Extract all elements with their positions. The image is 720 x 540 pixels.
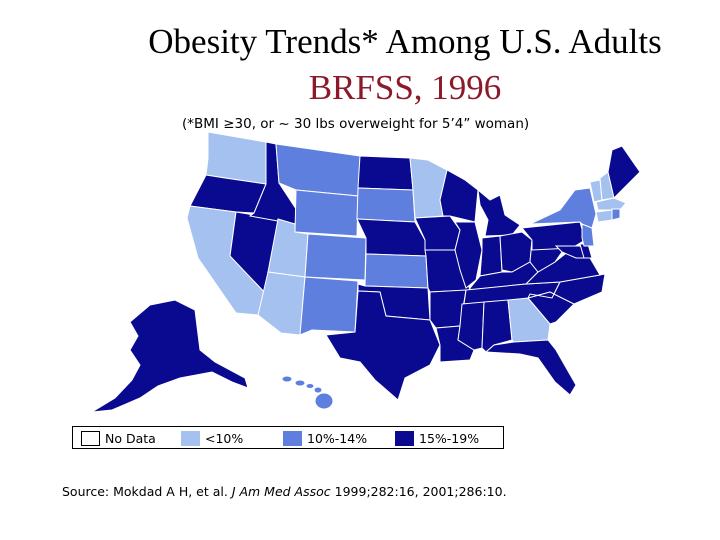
state-CT bbox=[595, 209, 613, 223]
map-legend: No Data <10% 10%-14% 15%-19% bbox=[72, 426, 504, 449]
state-IL bbox=[454, 221, 483, 289]
state-MT bbox=[275, 143, 361, 197]
state-ND bbox=[357, 155, 414, 191]
state-HI bbox=[281, 375, 334, 410]
state-MI bbox=[477, 188, 521, 237]
legend-label-15-19: 15%-19% bbox=[419, 430, 480, 446]
state-FL bbox=[484, 339, 577, 396]
state-IN bbox=[479, 235, 503, 277]
legend-swatch-15-19 bbox=[395, 430, 414, 446]
state-RI bbox=[611, 208, 621, 221]
legend-item-lt10: <10% bbox=[181, 430, 243, 446]
legend-item-15-19: 15%-19% bbox=[395, 430, 479, 446]
source-prefix: Source: Mokdad A H, et al. bbox=[62, 484, 232, 499]
legend-label-lt10: <10% bbox=[205, 430, 244, 446]
legend-swatch-10-14 bbox=[283, 430, 302, 446]
state-NM bbox=[299, 276, 359, 336]
map-subtitle: BRFSS, 1996 bbox=[308, 68, 502, 107]
legend-label-no-data: No Data bbox=[105, 430, 156, 446]
legend-item-10-14: 10%-14% bbox=[283, 430, 367, 446]
state-AK bbox=[91, 299, 249, 413]
state-KS bbox=[364, 253, 429, 289]
state-ME bbox=[607, 145, 641, 199]
legend-swatch-no-data bbox=[81, 430, 100, 446]
states-group bbox=[91, 131, 641, 413]
source-suffix: 1999;282:16, 2001;286:10. bbox=[330, 484, 507, 499]
state-AZ bbox=[257, 271, 306, 336]
state-NY bbox=[529, 187, 597, 229]
bmi-footnote: (*BMI ≥30, or ~ 30 lbs overweight for 5’… bbox=[182, 116, 530, 132]
state-WY bbox=[294, 189, 359, 237]
state-SD bbox=[356, 187, 416, 223]
state-NE bbox=[356, 218, 427, 257]
state-MS bbox=[457, 301, 485, 351]
legend-label-10-14: 10%-14% bbox=[307, 430, 368, 446]
state-TX bbox=[325, 290, 441, 401]
source-citation: Source: Mokdad A H, et al. J Am Med Asso… bbox=[62, 484, 507, 499]
state-MA bbox=[595, 197, 627, 211]
state-WI bbox=[439, 169, 479, 223]
legend-item-no-data: No Data bbox=[81, 430, 156, 446]
state-CO bbox=[304, 233, 367, 281]
map-title: Obesity Trends* Among U.S. Adults bbox=[148, 22, 662, 61]
legend-swatch-lt10 bbox=[181, 430, 200, 446]
source-journal: J Am Med Assoc bbox=[231, 484, 331, 499]
